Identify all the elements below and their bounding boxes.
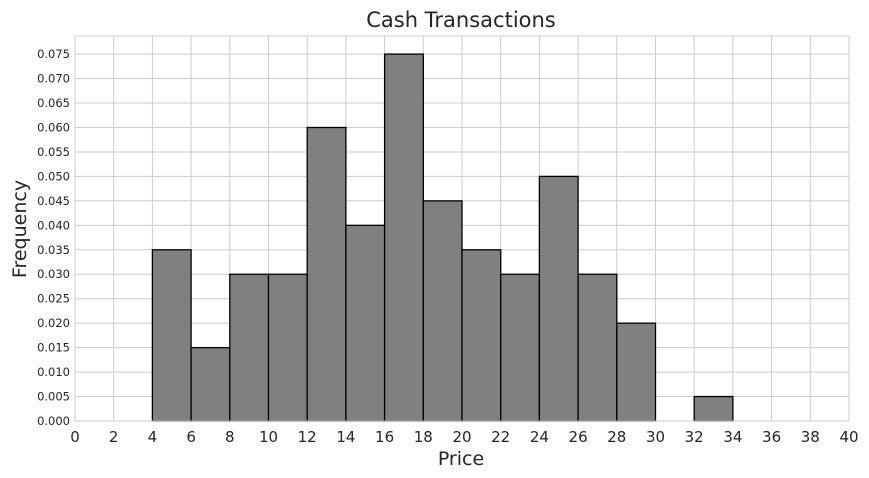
y-tick-label: 0.005 <box>37 390 70 404</box>
y-tick-label: 0.010 <box>37 365 70 379</box>
x-tick-label: 6 <box>186 428 196 446</box>
y-tick-label: 0.050 <box>37 169 70 183</box>
x-tick-label: 38 <box>801 428 820 446</box>
histogram-bar <box>383 53 424 422</box>
histogram-bar <box>267 273 308 422</box>
y-tick-label: 0.040 <box>37 218 70 232</box>
histogram-bar <box>422 200 463 422</box>
y-tick-label: 0.020 <box>37 316 70 330</box>
histogram-bar <box>693 395 734 422</box>
x-tick-label: 28 <box>607 428 626 446</box>
x-tick-label: 16 <box>375 428 394 446</box>
x-tick-labels: 0 2 4 6 8 10 12 14 16 18 20 22 24 26 28 30 32 34 36 38 40 <box>70 428 858 446</box>
x-tick-label: 10 <box>259 428 278 446</box>
y-tick-label: 0.015 <box>37 341 70 355</box>
chart-title: Cash Transactions <box>366 8 556 32</box>
x-tick-label: 30 <box>646 428 665 446</box>
histogram-bar <box>500 273 541 422</box>
y-tick-label: 0.045 <box>37 194 70 208</box>
y-tick-label: 0.065 <box>37 96 70 110</box>
x-tick-label: 40 <box>839 428 858 446</box>
y-tick-label: 0.070 <box>37 72 70 86</box>
histogram-bar <box>577 273 618 422</box>
x-tick-label: 2 <box>109 428 119 446</box>
y-tick-label: 0.000 <box>37 414 70 428</box>
y-tick-label: 0.055 <box>37 145 70 159</box>
x-tick-label: 24 <box>530 428 549 446</box>
x-tick-label: 22 <box>491 428 510 446</box>
x-tick-label: 14 <box>336 428 355 446</box>
x-tick-label: 12 <box>298 428 317 446</box>
y-axis-title: Frequency <box>9 180 31 278</box>
y-tick-label: 0.035 <box>37 243 70 257</box>
histogram-bar <box>461 249 502 422</box>
x-axis-title: Price <box>438 448 484 470</box>
histogram-bar <box>616 322 657 422</box>
x-tick-label: 20 <box>452 428 471 446</box>
x-tick-label: 4 <box>148 428 158 446</box>
x-tick-label: 0 <box>70 428 80 446</box>
y-tick-label: 0.025 <box>37 292 70 306</box>
bars <box>151 53 734 422</box>
histogram-bar <box>151 249 192 422</box>
x-tick-label: 8 <box>225 428 235 446</box>
histogram-bar <box>190 346 231 422</box>
y-tick-label: 0.075 <box>37 47 70 61</box>
y-tick-label: 0.060 <box>37 120 70 134</box>
y-tick-labels: 0.000 0.005 0.010 0.015 0.020 0.025 0.030 0.035… <box>37 47 70 428</box>
x-tick-label: 26 <box>569 428 588 446</box>
histogram-bar <box>229 273 270 422</box>
plot-frame <box>74 35 850 422</box>
histogram-bar <box>345 224 386 422</box>
x-tick-label: 36 <box>762 428 781 446</box>
y-tick-label: 0.030 <box>37 267 70 281</box>
histogram-bar <box>538 175 579 422</box>
x-tick-label: 34 <box>723 428 742 446</box>
x-tick-label: 18 <box>414 428 433 446</box>
histogram-bar <box>306 126 347 422</box>
x-tick-label: 32 <box>685 428 704 446</box>
